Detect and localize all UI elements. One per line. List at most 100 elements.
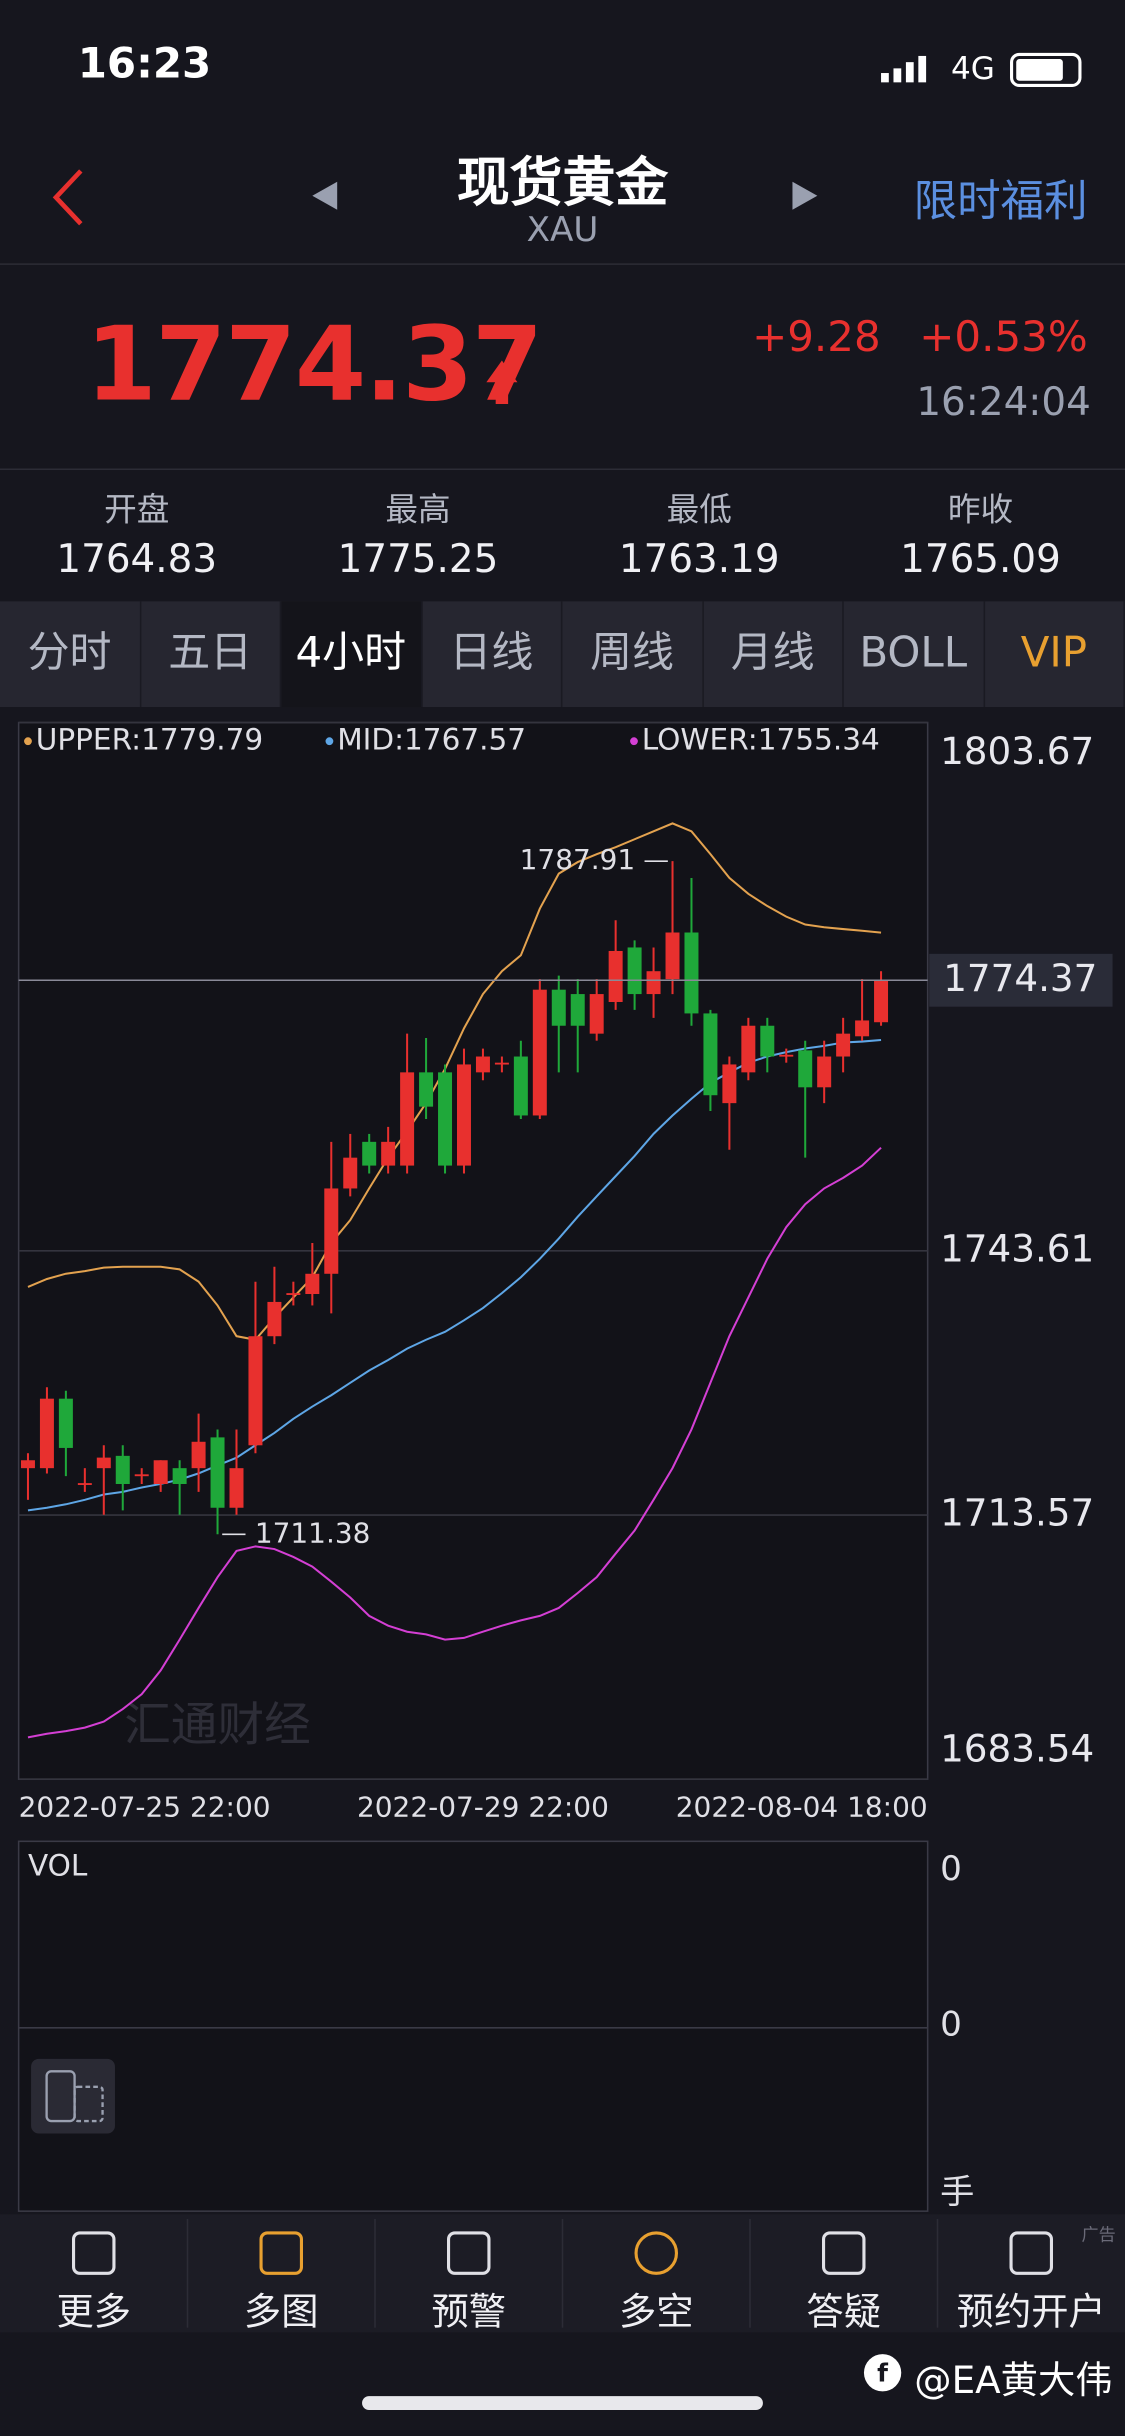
candle-body (627, 947, 642, 995)
status-network: 4G (950, 49, 995, 88)
candle-body (419, 1072, 434, 1107)
legend-label: MID:1767.57 (337, 723, 526, 757)
candle-body (39, 1398, 54, 1469)
low-label: 1711.38 (255, 1516, 371, 1549)
period-tab[interactable]: VIP (984, 601, 1125, 708)
stat-value: 1763.19 (618, 536, 780, 582)
stat-label: 开盘 (104, 491, 170, 529)
y-tick-label: 1743.61 (940, 1226, 1094, 1270)
nav-item[interactable]: 多空 (618, 2290, 694, 2334)
price-change-pct: +0.53% (919, 313, 1088, 363)
candle-body (532, 989, 547, 1116)
stat-label: 最高 (385, 491, 451, 529)
candle-body (438, 1072, 453, 1166)
volume-unit: 手 (940, 2173, 975, 2213)
candle-body (210, 1437, 225, 1508)
nav-icon (71, 2231, 116, 2275)
candle-body (760, 1025, 775, 1057)
nav-item[interactable]: 预警 (431, 2290, 507, 2334)
candle-body (324, 1188, 339, 1274)
rotate-icon (73, 2085, 104, 2123)
period-tab[interactable]: 五日 (141, 601, 282, 708)
band-line (27, 822, 882, 1341)
period-tab[interactable]: 4小时 (281, 601, 422, 708)
rotate-button[interactable] (31, 2058, 115, 2134)
candle-body (134, 1474, 149, 1477)
period-tab[interactable]: 月线 (703, 601, 844, 708)
candle-body (798, 1050, 813, 1088)
candle-body (570, 994, 585, 1026)
candle-body (248, 1336, 263, 1446)
nav-icon (1009, 2231, 1054, 2275)
stat-value: 1765.09 (900, 536, 1061, 582)
stat-value: 1764.83 (56, 536, 218, 582)
candle-body (229, 1468, 244, 1508)
subtitle: XAU (526, 211, 599, 251)
volume-frame (17, 1840, 929, 2212)
legend-dot (325, 737, 334, 746)
prev-button[interactable] (312, 181, 338, 210)
candle-body (608, 950, 623, 1002)
x-tick-label: 2022-08-04 18:00 (676, 1791, 928, 1824)
title: 现货黄金 (456, 152, 669, 215)
watermark: 汇通财经 (124, 1697, 310, 1751)
period-tab[interactable]: 分时 (0, 601, 141, 708)
nav-item[interactable]: 多图 (243, 2290, 319, 2334)
candle-body (646, 971, 661, 995)
footer-logo (863, 2354, 902, 2392)
nav-icon (821, 2231, 866, 2275)
last-price: 1774.37 (85, 304, 543, 425)
last-price-tag (929, 953, 1113, 1007)
footer-logo-mark: f (877, 2358, 889, 2387)
nav-item[interactable]: 预约开户 (956, 2290, 1106, 2334)
candle-body (513, 1056, 528, 1116)
band-line (27, 1038, 882, 1512)
battery-level (1016, 59, 1063, 81)
candle-body (115, 1455, 130, 1484)
candle-body (475, 1056, 490, 1073)
candle-body (58, 1398, 73, 1448)
candle-body (191, 1441, 206, 1469)
y-tick-label: 1803.67 (940, 729, 1094, 773)
legend-label: LOWER:1755.34 (642, 723, 880, 757)
candle-body (153, 1460, 168, 1484)
candle-body (96, 1457, 111, 1469)
candle-body (456, 1064, 471, 1166)
candle-body (836, 1033, 851, 1057)
period-tab[interactable]: 日线 (422, 601, 563, 708)
nav-icon (446, 2231, 491, 2275)
period-tab[interactable]: 周线 (563, 601, 704, 708)
nav-icon (259, 2231, 304, 2275)
candle-body (172, 1468, 187, 1484)
legend-dot (630, 737, 638, 746)
rotate-icon (45, 2070, 76, 2123)
home-indicator (362, 2396, 763, 2411)
band-line (27, 1146, 882, 1739)
candle-body (551, 989, 566, 1026)
candle-body (362, 1141, 377, 1166)
nav-item[interactable]: 更多 (56, 2290, 132, 2334)
candle-body (20, 1460, 35, 1469)
nav-item[interactable]: 答疑 (806, 2290, 882, 2334)
next-button[interactable] (792, 181, 818, 210)
candle-body (684, 932, 699, 1014)
candle-body (703, 1013, 718, 1096)
promo-link[interactable]: 限时福利 (913, 175, 1088, 227)
candle-body (305, 1273, 320, 1295)
x-tick-label: 2022-07-25 22:00 (19, 1791, 271, 1824)
stat-value: 1775.25 (337, 536, 499, 582)
candle-body (741, 1025, 756, 1073)
high-label: 1787.91 (520, 843, 636, 876)
last-price-label: 1774.37 (943, 956, 1097, 1000)
y-tick-label: 1683.54 (940, 1727, 1094, 1771)
back-button[interactable] (52, 169, 83, 226)
candle-body (343, 1157, 358, 1189)
candle-body (589, 994, 604, 1034)
stat-label: 昨收 (947, 491, 1014, 529)
candle-body (665, 932, 680, 980)
price-change: +9.28 (752, 313, 881, 363)
period-tab[interactable]: BOLL (844, 601, 985, 708)
ad-label: 广告 (1081, 2225, 1116, 2246)
